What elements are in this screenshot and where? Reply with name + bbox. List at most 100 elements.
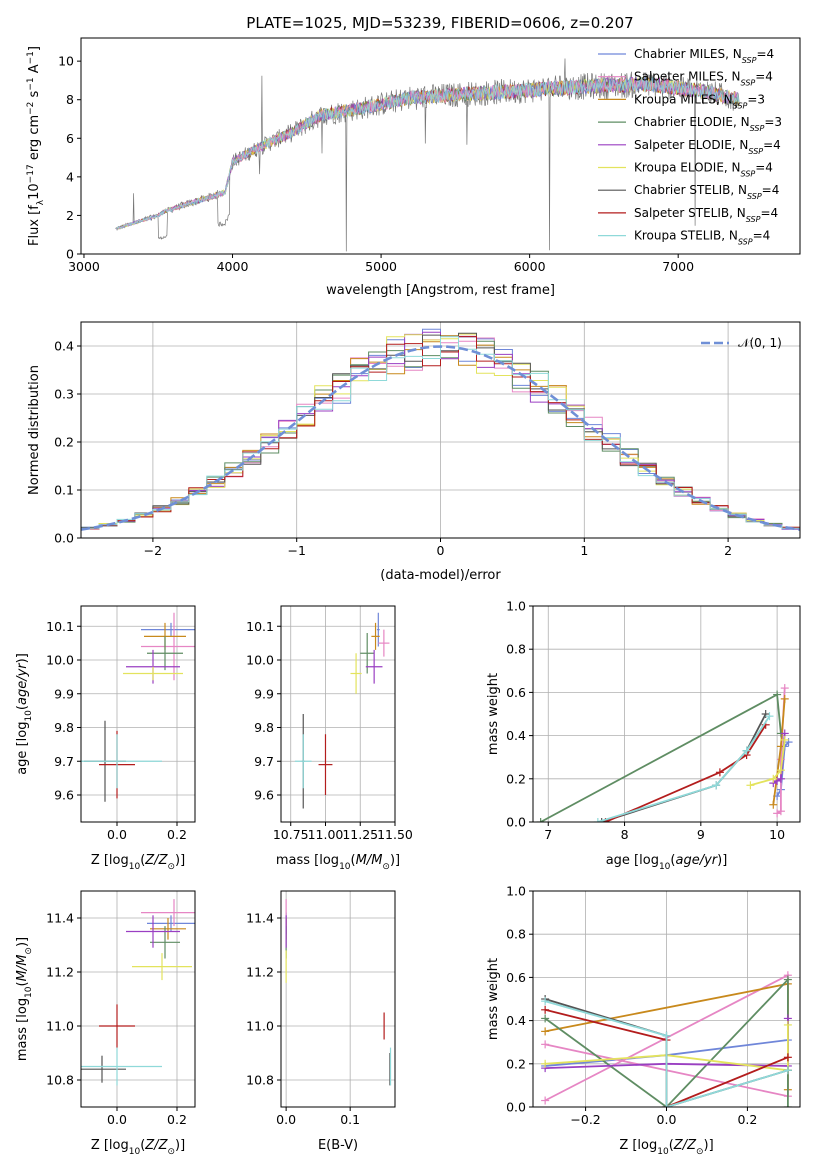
label-fragment: ] xyxy=(27,46,42,51)
y-tick-label: 0.4 xyxy=(54,339,74,354)
y-tick-label: 11.4 xyxy=(246,911,274,926)
plot-area xyxy=(281,606,395,822)
y-tick-label: 1.0 xyxy=(506,884,526,899)
axes-frame xyxy=(280,890,396,1108)
y-axis-label: mass weight xyxy=(486,673,501,755)
plot-area xyxy=(81,322,800,538)
label-fragment: 10 xyxy=(24,986,34,998)
legend-label-sub: SSP xyxy=(733,101,748,110)
legend-label-text: Salpeter STELIB, N xyxy=(634,206,746,220)
legend-label-tail: =4 xyxy=(756,47,774,61)
legend-label-tail: =4 xyxy=(755,161,773,175)
y-tick-label: 9.9 xyxy=(254,686,274,701)
label-fragment: ⊙ xyxy=(24,947,34,955)
legend-label-text: Chabrier STELIB, N xyxy=(634,183,747,197)
panel-residuals: −2 −1 0 1 2 0.0 0.1 0.2 0.3 0.4 𝒩(0, 1) (data-model… xyxy=(27,321,801,583)
label-fragment: )] xyxy=(717,853,727,868)
y-tick-label: 0.0 xyxy=(506,815,526,830)
label-fragment: −1 xyxy=(26,77,36,90)
legend-entry-label: Salpeter MILES, NSSP=4 xyxy=(634,70,773,88)
panel-mass-vs-Z: 0.0 0.210.811.011.211.4Z [log10(Z/Z⊙)]mas… xyxy=(15,890,196,1157)
label-fragment: )] xyxy=(15,937,30,947)
legend-label-tail: =4 xyxy=(762,183,780,197)
y-tick-label: 0.2 xyxy=(506,771,526,786)
label-fragment: mass [log xyxy=(15,998,30,1061)
x-tick-label: 6000 xyxy=(514,259,546,274)
y-tick-label: 1.0 xyxy=(506,599,526,614)
y-tick-label: 10.1 xyxy=(246,619,274,634)
panel-age-vs-Z: 0.0 0.29.69.79.89.910.010.1Z [log10(Z/Z⊙)… xyxy=(15,605,196,872)
x-tick-label: 0.0 xyxy=(107,1112,127,1127)
label-fragment: ( xyxy=(15,981,30,986)
x-tick-label: 11.00 xyxy=(308,827,344,842)
x-tick-label: 10.75 xyxy=(273,827,309,842)
label-fragment: ⊙ xyxy=(167,862,175,872)
x-tick-label: 9 xyxy=(697,827,705,842)
y-tick-label: 0.8 xyxy=(506,642,526,657)
label-fragment: ( xyxy=(140,1138,145,1153)
panel-mass-vs-EBV: 0.0 0.1 10.8 11.0 11.2 11.4 E(B-V) xyxy=(246,890,396,1153)
legend-entry-label: Kroupa MILES, NSSP=3 xyxy=(634,92,765,110)
y-tick-label: 8 xyxy=(66,92,74,107)
y-tick-label: 10.0 xyxy=(246,653,274,668)
y-tick-label: 10 xyxy=(58,54,74,69)
x-tick-label: 3000 xyxy=(68,259,100,274)
label-fragment: A xyxy=(27,64,42,77)
label-fragment: M xyxy=(15,955,30,966)
legend-label-sub: SSP xyxy=(747,192,762,201)
y-axis-label: age [log10(age/yr)] xyxy=(15,653,34,775)
x-tick-label: 11.25 xyxy=(342,827,378,842)
label-fragment: age/yr xyxy=(15,662,30,705)
label-fragment: ( xyxy=(15,705,30,710)
y-tick-label: 0.0 xyxy=(54,531,74,546)
plot-area xyxy=(533,606,800,822)
label-fragment: 10 xyxy=(657,1147,669,1157)
x-tick-label: 1 xyxy=(580,543,588,558)
label-fragment: Z [log xyxy=(91,853,129,868)
label-fragment: 10 xyxy=(659,862,671,872)
y-tick-label: 2 xyxy=(66,208,74,223)
axes-frame xyxy=(532,605,801,823)
y-tick-label: 9.9 xyxy=(54,686,74,701)
y-axis-label: mass [log10(M/M⊙)] xyxy=(15,937,34,1061)
x-tick-label: 7000 xyxy=(662,259,694,274)
weight-line-kroupa-stelib xyxy=(597,715,771,822)
x-tick-label: 7 xyxy=(544,827,552,842)
x-tick-label: 10 xyxy=(769,827,785,842)
y-axis-label: mass weight xyxy=(486,958,501,1040)
legend-entry-label: Kroupa ELODIE, NSSP=4 xyxy=(634,161,773,179)
legend-label-tail: =4 xyxy=(760,206,778,220)
legend-label-text: Kroupa ELODIE, N xyxy=(634,161,741,175)
label-fragment: −2 xyxy=(26,102,36,115)
label-fragment: ( xyxy=(670,853,675,868)
legend-entry-label: Salpeter ELODIE, NSSP=4 xyxy=(634,138,781,156)
legend-label-sub: SSP xyxy=(738,237,753,246)
label-fragment: age [log xyxy=(15,722,30,775)
plot-area xyxy=(115,58,740,252)
x-axis-label: Z [log10(Z/Z⊙)] xyxy=(619,1138,713,1157)
x-tick-label: 0.1 xyxy=(340,1112,360,1127)
weight-line-salpeter-stelib xyxy=(605,724,767,822)
label-fragment: Z xyxy=(158,1138,169,1153)
label-fragment: Z [log xyxy=(91,1138,129,1153)
y-tick-label: 11.0 xyxy=(246,1019,274,1034)
y-tick-label: 9.8 xyxy=(254,720,274,735)
y-tick-label: 9.6 xyxy=(54,788,74,803)
weight-line-kroupa-elodie xyxy=(545,1024,789,1072)
x-tick-label: 0.2 xyxy=(167,827,187,842)
label-fragment: )] xyxy=(175,1138,185,1153)
figure-title: PLATE=1025, MJD=53239, FIBERID=0606, z=0… xyxy=(246,14,633,32)
legend-label-tail: =4 xyxy=(763,138,781,152)
label-fragment: M xyxy=(371,853,382,868)
x-tick-label: 0.2 xyxy=(737,1112,757,1127)
x-tick-label: 0.0 xyxy=(276,1112,296,1127)
x-tick-label: −0.2 xyxy=(570,1112,600,1127)
legend-label-tail: =3 xyxy=(747,92,765,106)
plot-area xyxy=(281,891,395,1107)
y-tick-label: 9.7 xyxy=(54,754,74,769)
label-fragment: 10 xyxy=(24,710,34,722)
panel-spectrum: 3000 4000 5000 6000 7000 0 2 4 6 8 10 wavelength [A… xyxy=(26,37,801,298)
